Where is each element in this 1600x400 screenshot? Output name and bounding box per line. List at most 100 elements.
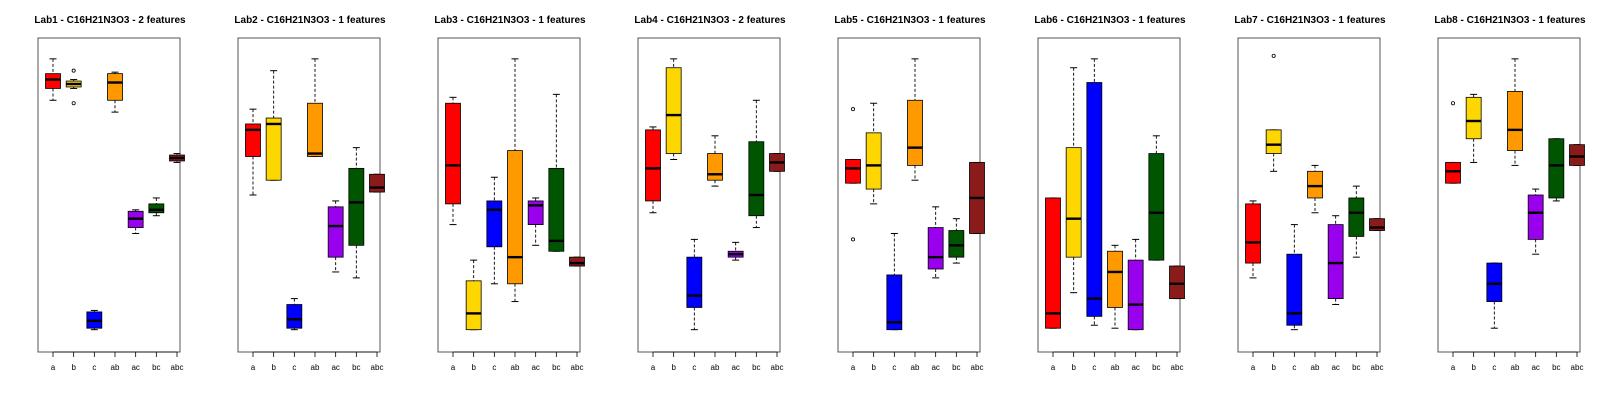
x-tick-label: b <box>871 363 876 372</box>
box-c <box>1086 58 1103 326</box>
outlier-point <box>851 107 856 112</box>
iqr-box <box>1245 203 1261 264</box>
box-b <box>465 259 482 331</box>
box-c <box>86 309 103 331</box>
x-tick-label: ac <box>531 363 539 372</box>
box-ab <box>307 58 323 158</box>
x-tick-label: abc <box>1571 363 1584 372</box>
x-tick-label: ab <box>311 363 320 372</box>
box-ac <box>127 209 144 234</box>
panel-title: Lab3 - C16H21N3O3 - 1 features <box>434 15 586 26</box>
box-ac <box>327 200 344 273</box>
box-ac <box>727 241 744 261</box>
panel-title: Lab4 - C16H21N3O3 - 2 features <box>634 15 786 26</box>
iqr-box <box>486 200 503 248</box>
box-bc <box>148 197 165 217</box>
x-tick-label: b <box>1271 363 1276 372</box>
box-ab <box>1307 164 1323 214</box>
outlier-point <box>71 68 76 73</box>
iqr-box <box>1507 91 1523 152</box>
iqr-box <box>1465 96 1482 140</box>
x-tick-label: bc <box>1352 363 1360 372</box>
box-abc <box>369 173 385 193</box>
x-tick-label: a <box>1451 363 1456 372</box>
box-c <box>686 238 703 331</box>
box-bc <box>1348 185 1365 258</box>
box-a <box>245 108 261 196</box>
box-bc <box>1148 135 1165 261</box>
x-tick-label: abc <box>571 363 584 372</box>
box-b <box>1265 53 1282 172</box>
iqr-box <box>907 99 923 166</box>
box-ab <box>907 58 923 181</box>
iqr-box <box>327 206 344 258</box>
iqr-box <box>507 150 523 285</box>
box-c <box>1286 224 1303 331</box>
x-tick-label: a <box>451 363 456 372</box>
x-tick-label: ac <box>131 363 139 372</box>
x-tick-label: bc <box>152 363 160 372</box>
x-tick-label: abc <box>971 363 984 372</box>
x-tick-label: bc <box>552 363 560 372</box>
iqr-box <box>245 123 261 157</box>
x-tick-label: abc <box>1171 363 1184 372</box>
iqr-box <box>1127 259 1144 331</box>
iqr-box <box>865 132 882 190</box>
iqr-box <box>527 200 544 225</box>
box-abc <box>969 161 985 234</box>
box-bc <box>1548 138 1565 202</box>
outlier-point <box>1451 101 1456 106</box>
iqr-box <box>1348 197 1365 237</box>
box-a <box>1445 101 1461 184</box>
iqr-box <box>148 203 165 214</box>
box-ac <box>1327 215 1344 306</box>
x-tick-label: a <box>851 363 856 372</box>
iqr-box <box>1086 82 1103 317</box>
iqr-box <box>307 102 323 157</box>
box-b <box>1465 93 1482 163</box>
iqr-box <box>665 67 682 154</box>
box-ab <box>507 58 523 303</box>
iqr-box <box>748 141 765 217</box>
x-tick-label: b <box>471 363 476 372</box>
panel-title: Lab6 - C16H21N3O3 - 1 features <box>1034 15 1186 26</box>
box-b <box>865 102 882 205</box>
box-abc <box>1369 218 1385 232</box>
x-tick-label: bc <box>952 363 960 372</box>
x-tick-label: c <box>892 363 896 372</box>
x-tick-label: c <box>692 363 696 372</box>
box-ab <box>107 71 123 113</box>
x-tick-label: a <box>51 363 56 372</box>
box-a <box>845 107 861 242</box>
iqr-box <box>286 304 303 329</box>
iqr-box <box>569 256 585 267</box>
iqr-box <box>1527 194 1544 240</box>
box-ab <box>1507 58 1523 166</box>
iqr-box <box>927 227 944 270</box>
panel-title: Lab2 - C16H21N3O3 - 1 features <box>234 15 386 26</box>
iqr-box <box>548 167 565 252</box>
x-tick-label: c <box>292 363 296 372</box>
x-tick-label: c <box>1092 363 1096 372</box>
box-b <box>265 70 282 181</box>
box-ac <box>527 197 544 246</box>
box-ab <box>1107 244 1123 329</box>
box-abc <box>1169 265 1185 300</box>
x-tick-label: abc <box>771 363 784 372</box>
box-bc <box>948 218 965 264</box>
iqr-box <box>369 173 385 193</box>
x-tick-label: a <box>651 363 656 372</box>
box-abc <box>1569 144 1585 166</box>
box-a <box>645 126 661 214</box>
box-c <box>886 232 903 331</box>
iqr-box <box>886 274 903 331</box>
iqr-box <box>1307 170 1323 199</box>
x-tick-label: ac <box>1331 363 1339 372</box>
iqr-box <box>845 159 861 184</box>
iqr-box <box>45 73 61 89</box>
x-tick-label: c <box>92 363 96 372</box>
